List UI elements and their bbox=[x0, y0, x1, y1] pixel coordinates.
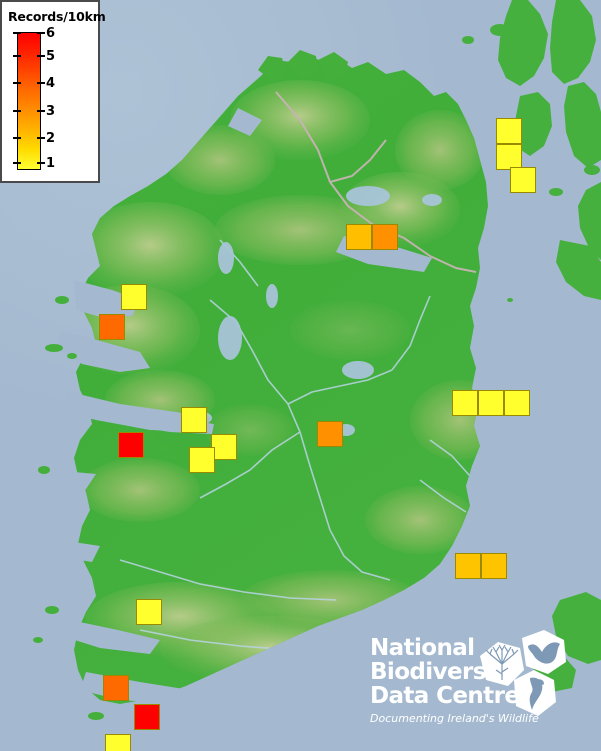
record-cell[interactable] bbox=[211, 434, 237, 460]
legend-ticks bbox=[13, 32, 45, 170]
logo-line-3: Data Centre bbox=[370, 683, 520, 709]
legend-tick-label: 3 bbox=[46, 104, 56, 119]
scotland-landmass bbox=[462, 0, 601, 692]
isle-of-man bbox=[507, 298, 513, 302]
bat-icon bbox=[522, 630, 566, 674]
record-cell[interactable] bbox=[136, 599, 162, 625]
record-cell[interactable] bbox=[496, 144, 522, 170]
record-cell[interactable] bbox=[504, 390, 530, 416]
legend-tick-label: 4 bbox=[46, 76, 56, 91]
record-cell[interactable] bbox=[346, 224, 372, 250]
legend-tick-label: 1 bbox=[46, 156, 56, 171]
record-cell[interactable] bbox=[134, 704, 160, 730]
logo-hexagon-mark bbox=[480, 630, 566, 716]
record-cell[interactable] bbox=[105, 734, 131, 751]
record-cell[interactable] bbox=[496, 118, 522, 144]
west-islands bbox=[33, 296, 181, 729]
legend-tick-label: 6 bbox=[46, 26, 56, 41]
border-northern-ireland bbox=[275, 91, 477, 273]
donegal-peninsulas bbox=[258, 50, 348, 82]
record-cell[interactable] bbox=[181, 407, 207, 433]
bird-icon bbox=[514, 670, 556, 716]
nbdc-logo: National Biodiversity Data Centre Docume… bbox=[370, 630, 595, 741]
logo-line-1: National bbox=[370, 635, 475, 661]
record-cell[interactable] bbox=[372, 224, 398, 250]
legend-tick-label: 2 bbox=[46, 131, 56, 146]
ireland-landmass bbox=[33, 50, 488, 729]
record-cell[interactable] bbox=[99, 314, 125, 340]
legend-title: Records/10km bbox=[8, 9, 106, 24]
record-cell[interactable] bbox=[317, 421, 343, 447]
record-cell[interactable] bbox=[510, 167, 536, 193]
record-cell[interactable] bbox=[478, 390, 504, 416]
record-cell[interactable] bbox=[455, 553, 481, 579]
legend-tick-label: 5 bbox=[46, 49, 56, 64]
logo-tagline: Documenting Ireland's Wildlife bbox=[370, 712, 539, 725]
record-cell[interactable] bbox=[121, 284, 147, 310]
rivers-layer bbox=[119, 239, 471, 651]
record-cell[interactable] bbox=[118, 432, 144, 458]
plant-umbel-icon bbox=[480, 642, 524, 686]
record-cell[interactable] bbox=[103, 675, 129, 701]
legend-panel: Records/10km 6 5 4 3 2 1 bbox=[0, 0, 106, 183]
record-cell[interactable] bbox=[189, 447, 215, 473]
record-cell[interactable] bbox=[481, 553, 507, 579]
legend-tick-labels: 6 5 4 3 2 1 bbox=[46, 26, 96, 176]
record-cell[interactable] bbox=[452, 390, 478, 416]
